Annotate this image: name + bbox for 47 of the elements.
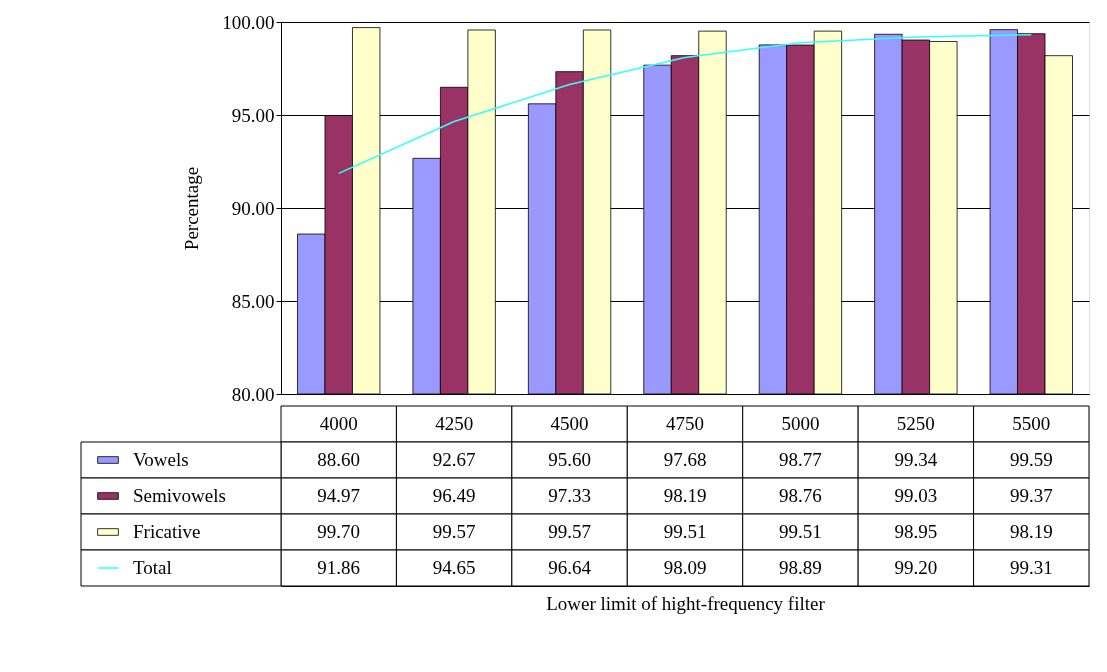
data-label: 99.03 xyxy=(894,485,938,506)
data-label: 94.65 xyxy=(432,557,476,578)
data-label: 88.60 xyxy=(317,449,361,470)
y-tick-label: 85.00 xyxy=(231,290,275,312)
data-label: 94.97 xyxy=(317,485,361,506)
data-label: 98.89 xyxy=(779,557,822,578)
y-tick-label: 95.00 xyxy=(231,104,275,126)
data-label: 99.34 xyxy=(894,449,938,470)
data-label: 96.64 xyxy=(548,557,592,578)
data-label: 98.95 xyxy=(894,521,938,542)
data-label: 98.19 xyxy=(1009,521,1053,542)
x-tick-label: 5000 xyxy=(781,413,820,434)
data-label: 99.57 xyxy=(548,521,591,542)
data-label: 98.09 xyxy=(663,557,707,578)
x-tick-label: 4000 xyxy=(319,413,358,434)
legend-label: Total xyxy=(133,557,172,578)
data-label: 99.37 xyxy=(1009,485,1053,506)
x-tick-label: 5500 xyxy=(1012,413,1051,434)
data-label: 96.49 xyxy=(432,485,476,506)
legend-label: Vowels xyxy=(133,449,189,470)
data-label: 99.59 xyxy=(1009,449,1053,470)
legend-label: Fricative xyxy=(133,521,201,542)
text: Lower limit of hight-frequency filter xyxy=(546,592,826,614)
data-label: 98.76 xyxy=(779,485,822,506)
data-label: 99.70 xyxy=(317,521,361,542)
x-tick-label: 5250 xyxy=(896,413,935,434)
data-label: 95.60 xyxy=(548,449,591,470)
data-label: 99.20 xyxy=(894,557,938,578)
data-label: 92.67 xyxy=(432,449,476,470)
data-label: 99.51 xyxy=(779,521,822,542)
y-tick-label: 90.00 xyxy=(231,197,275,219)
legend-label: Semivowels xyxy=(133,485,226,506)
y-tick-label: 100.00 xyxy=(222,11,275,33)
line-series xyxy=(337,34,1033,175)
data-label: 97.33 xyxy=(548,485,591,506)
y-tick-label: 80.00 xyxy=(231,383,275,405)
y-axis-title: Percentage xyxy=(181,166,203,251)
data-label: 99.51 xyxy=(663,521,707,542)
data-label: 99.57 xyxy=(432,521,476,542)
data-label: 98.19 xyxy=(663,485,707,506)
x-tick-label: 4500 xyxy=(550,413,589,434)
x-tick-label: 4750 xyxy=(666,413,704,434)
data-label: 98.77 xyxy=(779,449,822,470)
x-tick-label: 4250 xyxy=(435,413,474,434)
data-label: 91.86 xyxy=(317,557,361,578)
data-label: 99.31 xyxy=(1009,557,1053,578)
data-label: 97.68 xyxy=(663,449,707,470)
